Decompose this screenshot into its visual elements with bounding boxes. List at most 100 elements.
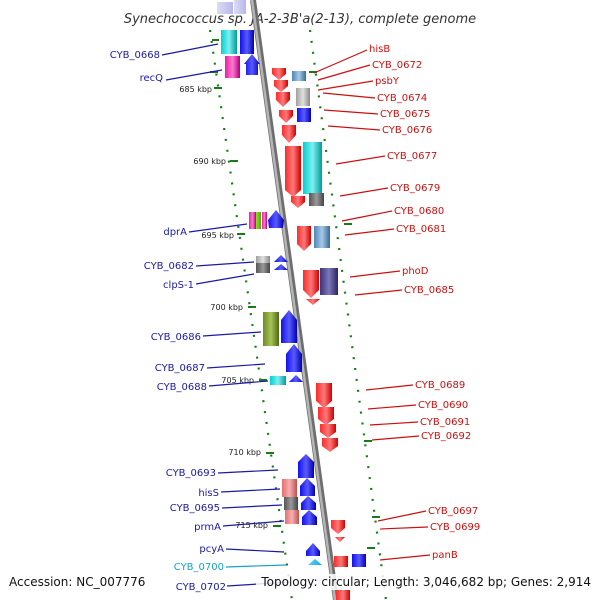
gene-label[interactable]: CYB_0692 <box>421 431 471 442</box>
gene-label[interactable]: CYB_0685 <box>404 285 454 296</box>
gene-feature[interactable] <box>284 497 298 510</box>
gene-feature[interactable] <box>298 454 314 478</box>
gene-feature[interactable] <box>297 226 311 251</box>
gene-feature[interactable] <box>263 312 279 346</box>
footer-topology-backdrop <box>256 574 592 590</box>
gene-feature[interactable] <box>334 556 348 567</box>
gene-feature[interactable] <box>302 510 317 525</box>
gene-label[interactable]: CYB_0682 <box>144 261 194 272</box>
gene-feature[interactable] <box>244 54 260 75</box>
gene-label[interactable]: CYB_0686 <box>151 332 201 343</box>
gene-feature[interactable] <box>286 344 302 372</box>
gene-feature[interactable] <box>320 268 338 295</box>
gene-label[interactable]: psbY <box>375 76 400 87</box>
gene-label[interactable]: CYB_0687 <box>155 363 205 374</box>
gene-feature[interactable] <box>268 210 284 228</box>
gene-feature[interactable] <box>296 88 310 106</box>
gene-feature[interactable] <box>240 30 254 54</box>
gene-feature[interactable] <box>308 559 322 565</box>
gene-label[interactable]: CYB_0680 <box>394 206 444 217</box>
gene-feature[interactable] <box>274 80 288 92</box>
gene-label[interactable]: CYB_0674 <box>377 93 427 104</box>
gene-feature[interactable] <box>300 478 315 496</box>
gene-label[interactable]: CYB_0677 <box>387 151 437 162</box>
gene-label[interactable]: phoD <box>402 266 429 277</box>
gene-feature[interactable] <box>282 125 296 143</box>
gene-feature[interactable] <box>303 270 319 298</box>
gene-label[interactable]: pcyA <box>199 544 224 555</box>
scale-label: 710 kbp <box>228 448 261 457</box>
gene-feature[interactable] <box>281 310 297 343</box>
gene-feature[interactable] <box>303 142 322 194</box>
track-dotted-lines <box>208 29 388 600</box>
gene-feature[interactable] <box>234 0 246 14</box>
gene-feature[interactable] <box>297 108 311 122</box>
gene-label[interactable]: dprA <box>163 227 187 238</box>
forward-strand-genes <box>217 0 322 586</box>
gene-feature[interactable] <box>256 212 261 229</box>
gene-label[interactable]: CYB_0690 <box>418 400 468 411</box>
gene-feature[interactable] <box>256 263 270 273</box>
gene-label[interactable]: prmA <box>194 522 221 533</box>
gene-feature[interactable] <box>318 407 334 425</box>
gene-feature[interactable] <box>306 299 320 305</box>
scale-label: 715 kbp <box>235 521 268 530</box>
gene-label[interactable]: panB <box>432 550 458 561</box>
gene-feature[interactable] <box>285 146 301 197</box>
gene-feature[interactable] <box>291 196 305 208</box>
gene-feature[interactable] <box>274 255 288 262</box>
gene-label[interactable]: CYB_0697 <box>428 506 478 517</box>
gene-label[interactable]: CYB_0699 <box>430 522 480 533</box>
right-leader-lines <box>313 49 431 561</box>
gene-feature[interactable] <box>331 520 345 534</box>
gene-feature[interactable] <box>282 479 297 497</box>
gene-label[interactable]: CYB_0675 <box>380 109 430 120</box>
gene-feature[interactable] <box>225 56 240 78</box>
gene-feature[interactable] <box>221 30 237 54</box>
gene-feature[interactable] <box>272 68 286 80</box>
gene-label[interactable]: CYB_0693 <box>166 468 216 479</box>
gene-feature[interactable] <box>335 537 345 542</box>
gene-label[interactable]: CYB_0689 <box>415 380 465 391</box>
gene-feature[interactable] <box>289 375 303 382</box>
gene-label[interactable]: CYB_0702 <box>176 582 226 593</box>
right-labels: hisB CYB_0672 psbY CYB_0674 CYB_0675 CYB… <box>369 44 480 561</box>
scale-label: 685 kbp <box>179 85 212 94</box>
gene-feature[interactable] <box>270 376 286 385</box>
scale-label: 700 kbp <box>210 303 243 312</box>
gene-label[interactable]: CYB_0688 <box>157 382 207 393</box>
gene-feature[interactable] <box>262 212 267 229</box>
gene-feature[interactable] <box>274 264 288 270</box>
gene-feature[interactable] <box>306 543 320 556</box>
gene-feature[interactable] <box>336 590 350 600</box>
gene-label[interactable]: hisB <box>369 44 390 55</box>
gene-feature[interactable] <box>279 110 293 123</box>
gene-feature[interactable] <box>249 212 256 229</box>
gene-feature[interactable] <box>301 496 316 510</box>
topology-text: Topology: circular; Length: 3,046,682 bp… <box>260 575 591 589</box>
gene-feature[interactable] <box>276 92 290 107</box>
gene-label[interactable]: CYB_0695 <box>170 503 220 514</box>
gene-feature[interactable] <box>316 383 332 408</box>
gene-feature[interactable] <box>309 193 324 206</box>
left-labels: CYB_0668 recQ dprA CYB_0682 clpS-1 CYB_0… <box>110 50 226 593</box>
gene-feature[interactable] <box>217 2 233 14</box>
gene-label[interactable]: hisS <box>198 488 219 499</box>
gene-label[interactable]: CYB_0700 <box>174 562 224 573</box>
gene-feature[interactable] <box>314 226 330 248</box>
gene-feature[interactable] <box>285 510 299 524</box>
gene-label[interactable]: recQ <box>140 73 164 84</box>
gene-feature[interactable] <box>292 71 306 81</box>
gene-label[interactable]: CYB_0681 <box>396 224 446 235</box>
reverse-strand-genes <box>272 68 366 600</box>
gene-label[interactable]: CYB_0691 <box>420 417 470 428</box>
scale-label: 690 kbp <box>193 157 226 166</box>
gene-feature[interactable] <box>320 424 336 438</box>
gene-feature[interactable] <box>322 438 338 452</box>
gene-label[interactable]: clpS-1 <box>163 280 194 291</box>
gene-label[interactable]: CYB_0668 <box>110 50 160 61</box>
gene-label[interactable]: CYB_0672 <box>372 60 422 71</box>
gene-label[interactable]: CYB_0679 <box>390 183 440 194</box>
gene-feature[interactable] <box>352 554 366 567</box>
gene-label[interactable]: CYB_0676 <box>382 125 432 136</box>
